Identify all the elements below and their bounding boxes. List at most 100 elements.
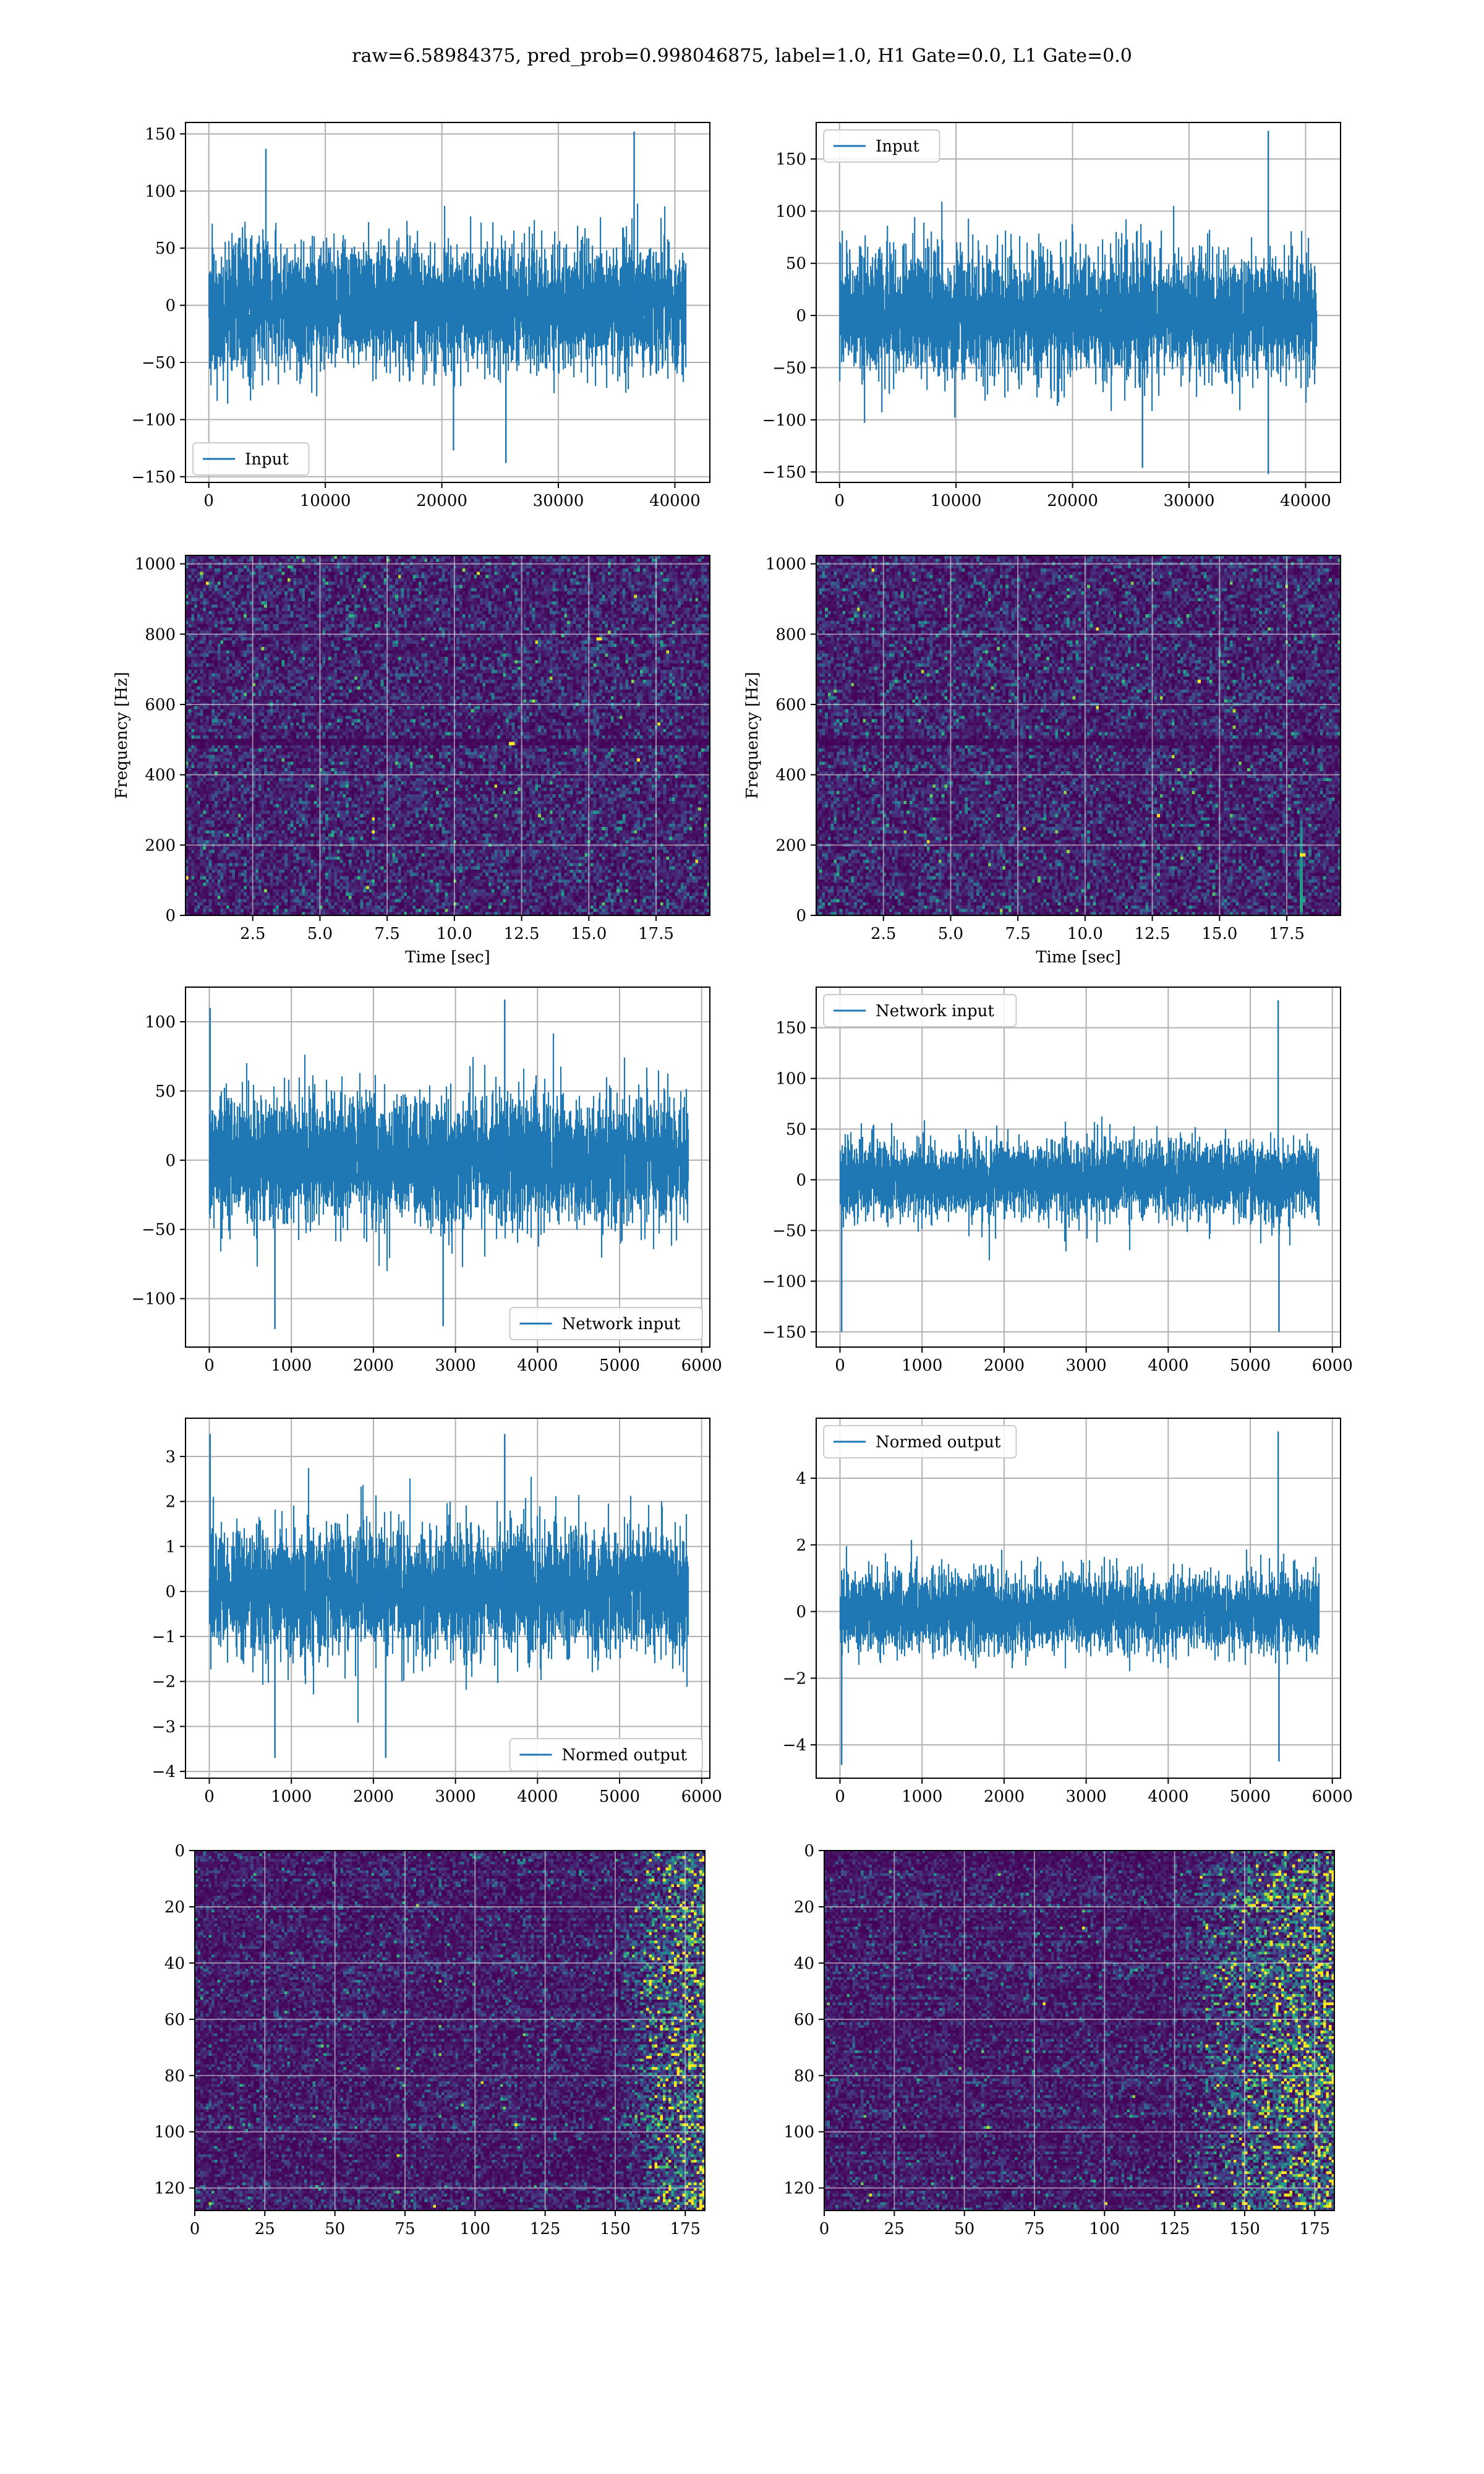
x-tick-label: 40000	[1280, 492, 1331, 510]
legend: Network input	[509, 1307, 703, 1340]
heatmap-image	[195, 1851, 705, 2211]
x-tick-label: 25	[884, 2220, 905, 2238]
panel-h1-spectrogram: 2.5 5.0 7.5 10.0 12.5 15.0 17.5 0 200 400 600 800 10…	[113, 555, 710, 967]
y-tick-label: 50	[786, 255, 806, 273]
y-tick-label: 80	[164, 2067, 185, 2086]
panel-h1-normed-output: 0 1000 2000 3000 4000 5000 6000 −4 −3 −2 −1 0 1 2 3 Nor…	[152, 1418, 722, 1806]
heatmap-image	[816, 555, 1341, 915]
y-tick-label: −2	[152, 1673, 176, 1692]
y-tick-label: 100	[145, 1013, 176, 1032]
legend-label: Normed output	[876, 1433, 1001, 1452]
x-axis-label: Time [sec]	[405, 948, 490, 967]
heatmap-image	[186, 555, 710, 915]
y-tick-label: 200	[145, 836, 176, 855]
y-tick-label: 100	[775, 1070, 806, 1089]
series-line-l1-network-input	[839, 1116, 1320, 1261]
y-tick-label: 150	[145, 125, 176, 143]
y-tick-label: −150	[762, 463, 806, 482]
series-line-h1-normed-output	[208, 1468, 689, 1723]
x-tick-label: 15.0	[571, 925, 607, 943]
x-tick-label: 75	[394, 2220, 415, 2238]
x-axis-label: Time [sec]	[1036, 948, 1121, 967]
axes-frame	[185, 555, 710, 916]
y-tick-label: 0	[796, 907, 806, 925]
legend-box	[823, 129, 940, 163]
y-tick-label: 0	[165, 1583, 176, 1601]
legend-box	[823, 1425, 1017, 1458]
y-tick-label: 800	[775, 625, 806, 644]
y-tick-label: 1000	[765, 555, 806, 574]
legend-box	[192, 442, 310, 476]
x-tick-label: 17.5	[638, 925, 674, 943]
x-tick-label: 7.5	[374, 925, 399, 943]
legend-label: Input	[876, 137, 919, 156]
x-tick-label: 0	[819, 2220, 830, 2238]
legend-box	[823, 994, 1017, 1027]
y-tick-label: −3	[152, 1718, 176, 1736]
panel-l1-spectrogram: 2.5 5.0 7.5 10.0 12.5 15.0 17.5 0 200 400 600 800 10…	[743, 555, 1341, 967]
y-tick-label: 0	[165, 297, 176, 315]
series-line-h1-network-input	[208, 1033, 689, 1271]
y-tick-label: 100	[775, 202, 806, 221]
x-tick-label: 75	[1024, 2220, 1044, 2238]
y-tick-label: −50	[142, 1221, 176, 1239]
axes-frame	[816, 987, 1341, 1348]
x-tick-label: 2000	[353, 1787, 394, 1806]
y-tick-label: 50	[155, 1082, 176, 1101]
y-tick-label: 50	[155, 239, 176, 258]
y-tick-label: 0	[804, 1842, 814, 1860]
panel-l1-network-features: 0 25 50 75 100 125 150 175 0 20 40 60 80 100 120	[783, 1842, 1335, 2238]
y-tick-label: −2	[783, 1669, 806, 1688]
y-tick-label: −1	[152, 1628, 176, 1646]
x-tick-label: 2000	[353, 1356, 394, 1375]
x-tick-label: 20000	[416, 492, 467, 510]
y-tick-label: −50	[772, 359, 806, 377]
x-tick-label: 7.5	[1005, 925, 1030, 943]
y-tick-label: −100	[132, 411, 176, 429]
x-tick-label: 100	[459, 2220, 490, 2238]
panel-h1-network-input: 0 1000 2000 3000 4000 5000 6000 −100 −50 0 50 100 Ne…	[132, 987, 722, 1375]
y-tick-label: −150	[132, 468, 176, 487]
series-line-l1-normed-output	[839, 1539, 1320, 1671]
y-tick-label: 2	[796, 1536, 806, 1555]
y-tick-label: 60	[164, 2011, 185, 2029]
x-tick-label: 5000	[1230, 1787, 1271, 1806]
y-tick-label: −100	[762, 1272, 806, 1291]
x-tick-label: 5000	[599, 1787, 640, 1806]
panel-l1-normed-output: 0 1000 2000 3000 4000 5000 6000 −4 −2 0 2 4 Normed o…	[783, 1418, 1353, 1806]
legend: Network input	[823, 994, 1017, 1027]
x-tick-label: 1000	[902, 1787, 942, 1806]
x-tick-label: 40000	[649, 492, 701, 510]
y-tick-label: 120	[154, 2180, 185, 2198]
x-tick-label: 4000	[1148, 1356, 1188, 1375]
y-tick-label: 2	[165, 1493, 176, 1512]
x-tick-label: 0	[203, 492, 214, 510]
x-tick-label: 5.0	[307, 925, 333, 943]
y-tick-label: −50	[142, 354, 176, 372]
y-tick-label: −50	[772, 1222, 806, 1240]
x-tick-label: 4000	[517, 1356, 558, 1375]
legend-box	[509, 1738, 703, 1771]
x-tick-label: 5.0	[938, 925, 963, 943]
legend-label: Input	[245, 450, 289, 469]
x-tick-label: 12.5	[504, 925, 540, 943]
y-tick-label: 0	[174, 1842, 185, 1860]
y-tick-label: −100	[132, 1290, 176, 1309]
x-tick-label: 0	[835, 1356, 845, 1375]
axes-frame	[816, 1418, 1341, 1779]
y-tick-label: 600	[775, 696, 806, 714]
y-tick-label: 800	[145, 625, 176, 644]
x-tick-label: 4000	[517, 1787, 558, 1806]
panel-h1-input: 0 10000 20000 30000 40000 −150 −100 −50 0 50 100 15…	[132, 122, 710, 510]
x-tick-label: 125	[1159, 2220, 1190, 2238]
y-tick-label: 0	[165, 1152, 176, 1170]
axes-frame	[816, 122, 1341, 483]
x-tick-label: 150	[600, 2220, 631, 2238]
y-tick-label: −150	[762, 1323, 806, 1342]
y-tick-label: −4	[152, 1763, 176, 1781]
x-tick-label: 17.5	[1269, 925, 1305, 943]
legend-label: Network input	[876, 1002, 994, 1021]
y-axis-label: Frequency [Hz]	[113, 672, 131, 799]
x-tick-label: 10.0	[1067, 925, 1103, 943]
x-tick-label: 0	[204, 1356, 215, 1375]
